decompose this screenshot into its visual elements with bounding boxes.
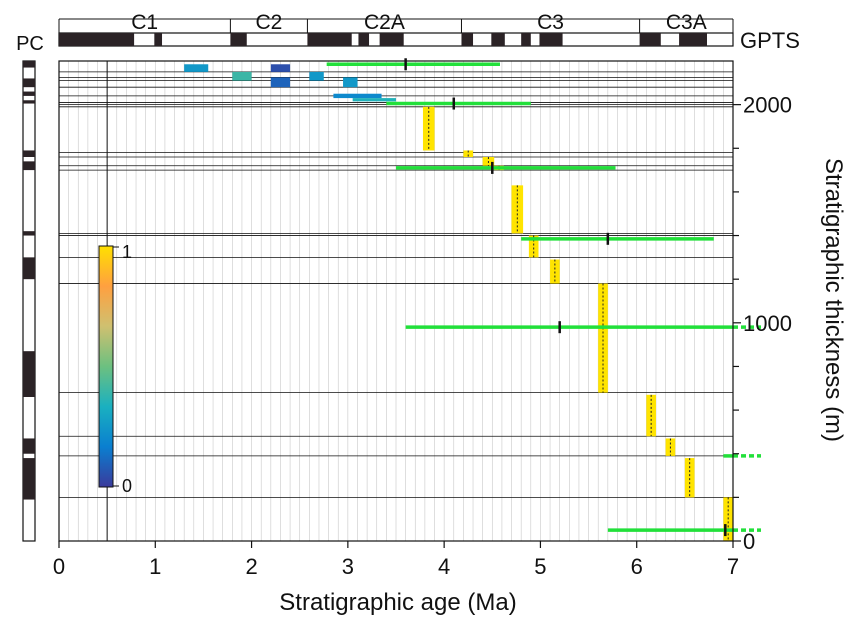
x-tick-label: 4 bbox=[438, 554, 450, 579]
chron-label: C2 bbox=[255, 11, 282, 34]
colorbar-max-label: 1 bbox=[122, 242, 132, 262]
probability-cell bbox=[184, 64, 209, 72]
probability-cell bbox=[333, 93, 382, 99]
probability-cell bbox=[232, 71, 252, 81]
pc-normal-band bbox=[23, 150, 35, 157]
pc-label: PC bbox=[16, 33, 44, 55]
polarity-column bbox=[22, 60, 36, 542]
gpts-column bbox=[58, 32, 734, 47]
probability-cell bbox=[343, 77, 358, 88]
x-tick-label: 1 bbox=[149, 554, 161, 579]
gpts-normal-band bbox=[521, 33, 531, 46]
high-probability-cell bbox=[598, 283, 608, 393]
x-tick-label: 7 bbox=[727, 554, 739, 579]
pc-normal-band bbox=[23, 78, 35, 88]
probability-cell bbox=[270, 77, 291, 88]
gpts-normal-band bbox=[539, 33, 563, 46]
chron-label: C3 bbox=[537, 11, 564, 34]
plot-grid bbox=[58, 61, 734, 541]
pc-normal-band bbox=[23, 231, 35, 236]
x-axis: 0 1 2 3 4 5 6 7 bbox=[53, 541, 739, 579]
gpts-normal-band bbox=[230, 33, 247, 46]
pc-normal-band bbox=[23, 458, 35, 500]
x-axis-label: Stratigraphic age (Ma) bbox=[279, 589, 516, 616]
y-tick-label: 1000 bbox=[743, 311, 792, 336]
high-probability-cell bbox=[684, 458, 695, 498]
high-probability-cell bbox=[528, 235, 539, 258]
high-probability-cell bbox=[463, 150, 474, 157]
x-tick-label: 5 bbox=[534, 554, 546, 579]
probability-cell bbox=[309, 71, 324, 81]
pc-normal-band bbox=[23, 257, 35, 280]
chron-label: C1 bbox=[131, 11, 158, 34]
x-tick-label: 2 bbox=[245, 554, 257, 579]
y-tick-label: 2000 bbox=[743, 93, 792, 118]
colorbar-gradient bbox=[98, 245, 114, 488]
y-axis: 0 1000 2000 bbox=[733, 93, 792, 554]
colorbar-min-label: 0 bbox=[122, 476, 132, 496]
probability-cells bbox=[184, 64, 396, 102]
pc-normal-band bbox=[23, 438, 35, 454]
gpts-normal-band bbox=[307, 33, 352, 46]
colorbar bbox=[98, 245, 119, 488]
gpts-normal-band bbox=[491, 33, 505, 46]
pc-normal-band bbox=[23, 351, 35, 397]
probability-cell bbox=[352, 98, 396, 102]
pc-normal-band bbox=[23, 161, 35, 171]
gpts-normal-band bbox=[358, 33, 370, 46]
gpts-normal-band bbox=[639, 33, 661, 46]
gpts-normal-band bbox=[59, 33, 135, 46]
gpts-normal-band bbox=[379, 33, 404, 46]
y-tick-label: 0 bbox=[743, 529, 755, 554]
gpts-normal-band bbox=[461, 33, 474, 46]
x-tick-label: 3 bbox=[342, 554, 354, 579]
chron-label: C2A bbox=[364, 11, 405, 34]
x-tick-label: 0 bbox=[53, 554, 65, 579]
gpts-normal-band bbox=[154, 33, 163, 46]
tie-lines bbox=[59, 60, 733, 498]
pc-normal-band bbox=[23, 61, 35, 68]
age-ranges bbox=[326, 58, 761, 537]
chron-labels: C1 C2 C2A C3 C3A bbox=[58, 11, 734, 34]
gpts-normal-band bbox=[679, 33, 708, 46]
probability-cell bbox=[270, 64, 291, 72]
x-tick-label: 6 bbox=[631, 554, 643, 579]
chron-label: C3A bbox=[666, 11, 707, 34]
high-probability-cells bbox=[386, 102, 733, 541]
plot-frame bbox=[58, 60, 734, 542]
y-axis-label: Stratigraphic thickness (m) bbox=[820, 158, 847, 442]
pc-normal-band bbox=[23, 91, 35, 96]
pc-normal-band bbox=[23, 100, 35, 104]
gpts-label: GPTS bbox=[740, 28, 800, 53]
